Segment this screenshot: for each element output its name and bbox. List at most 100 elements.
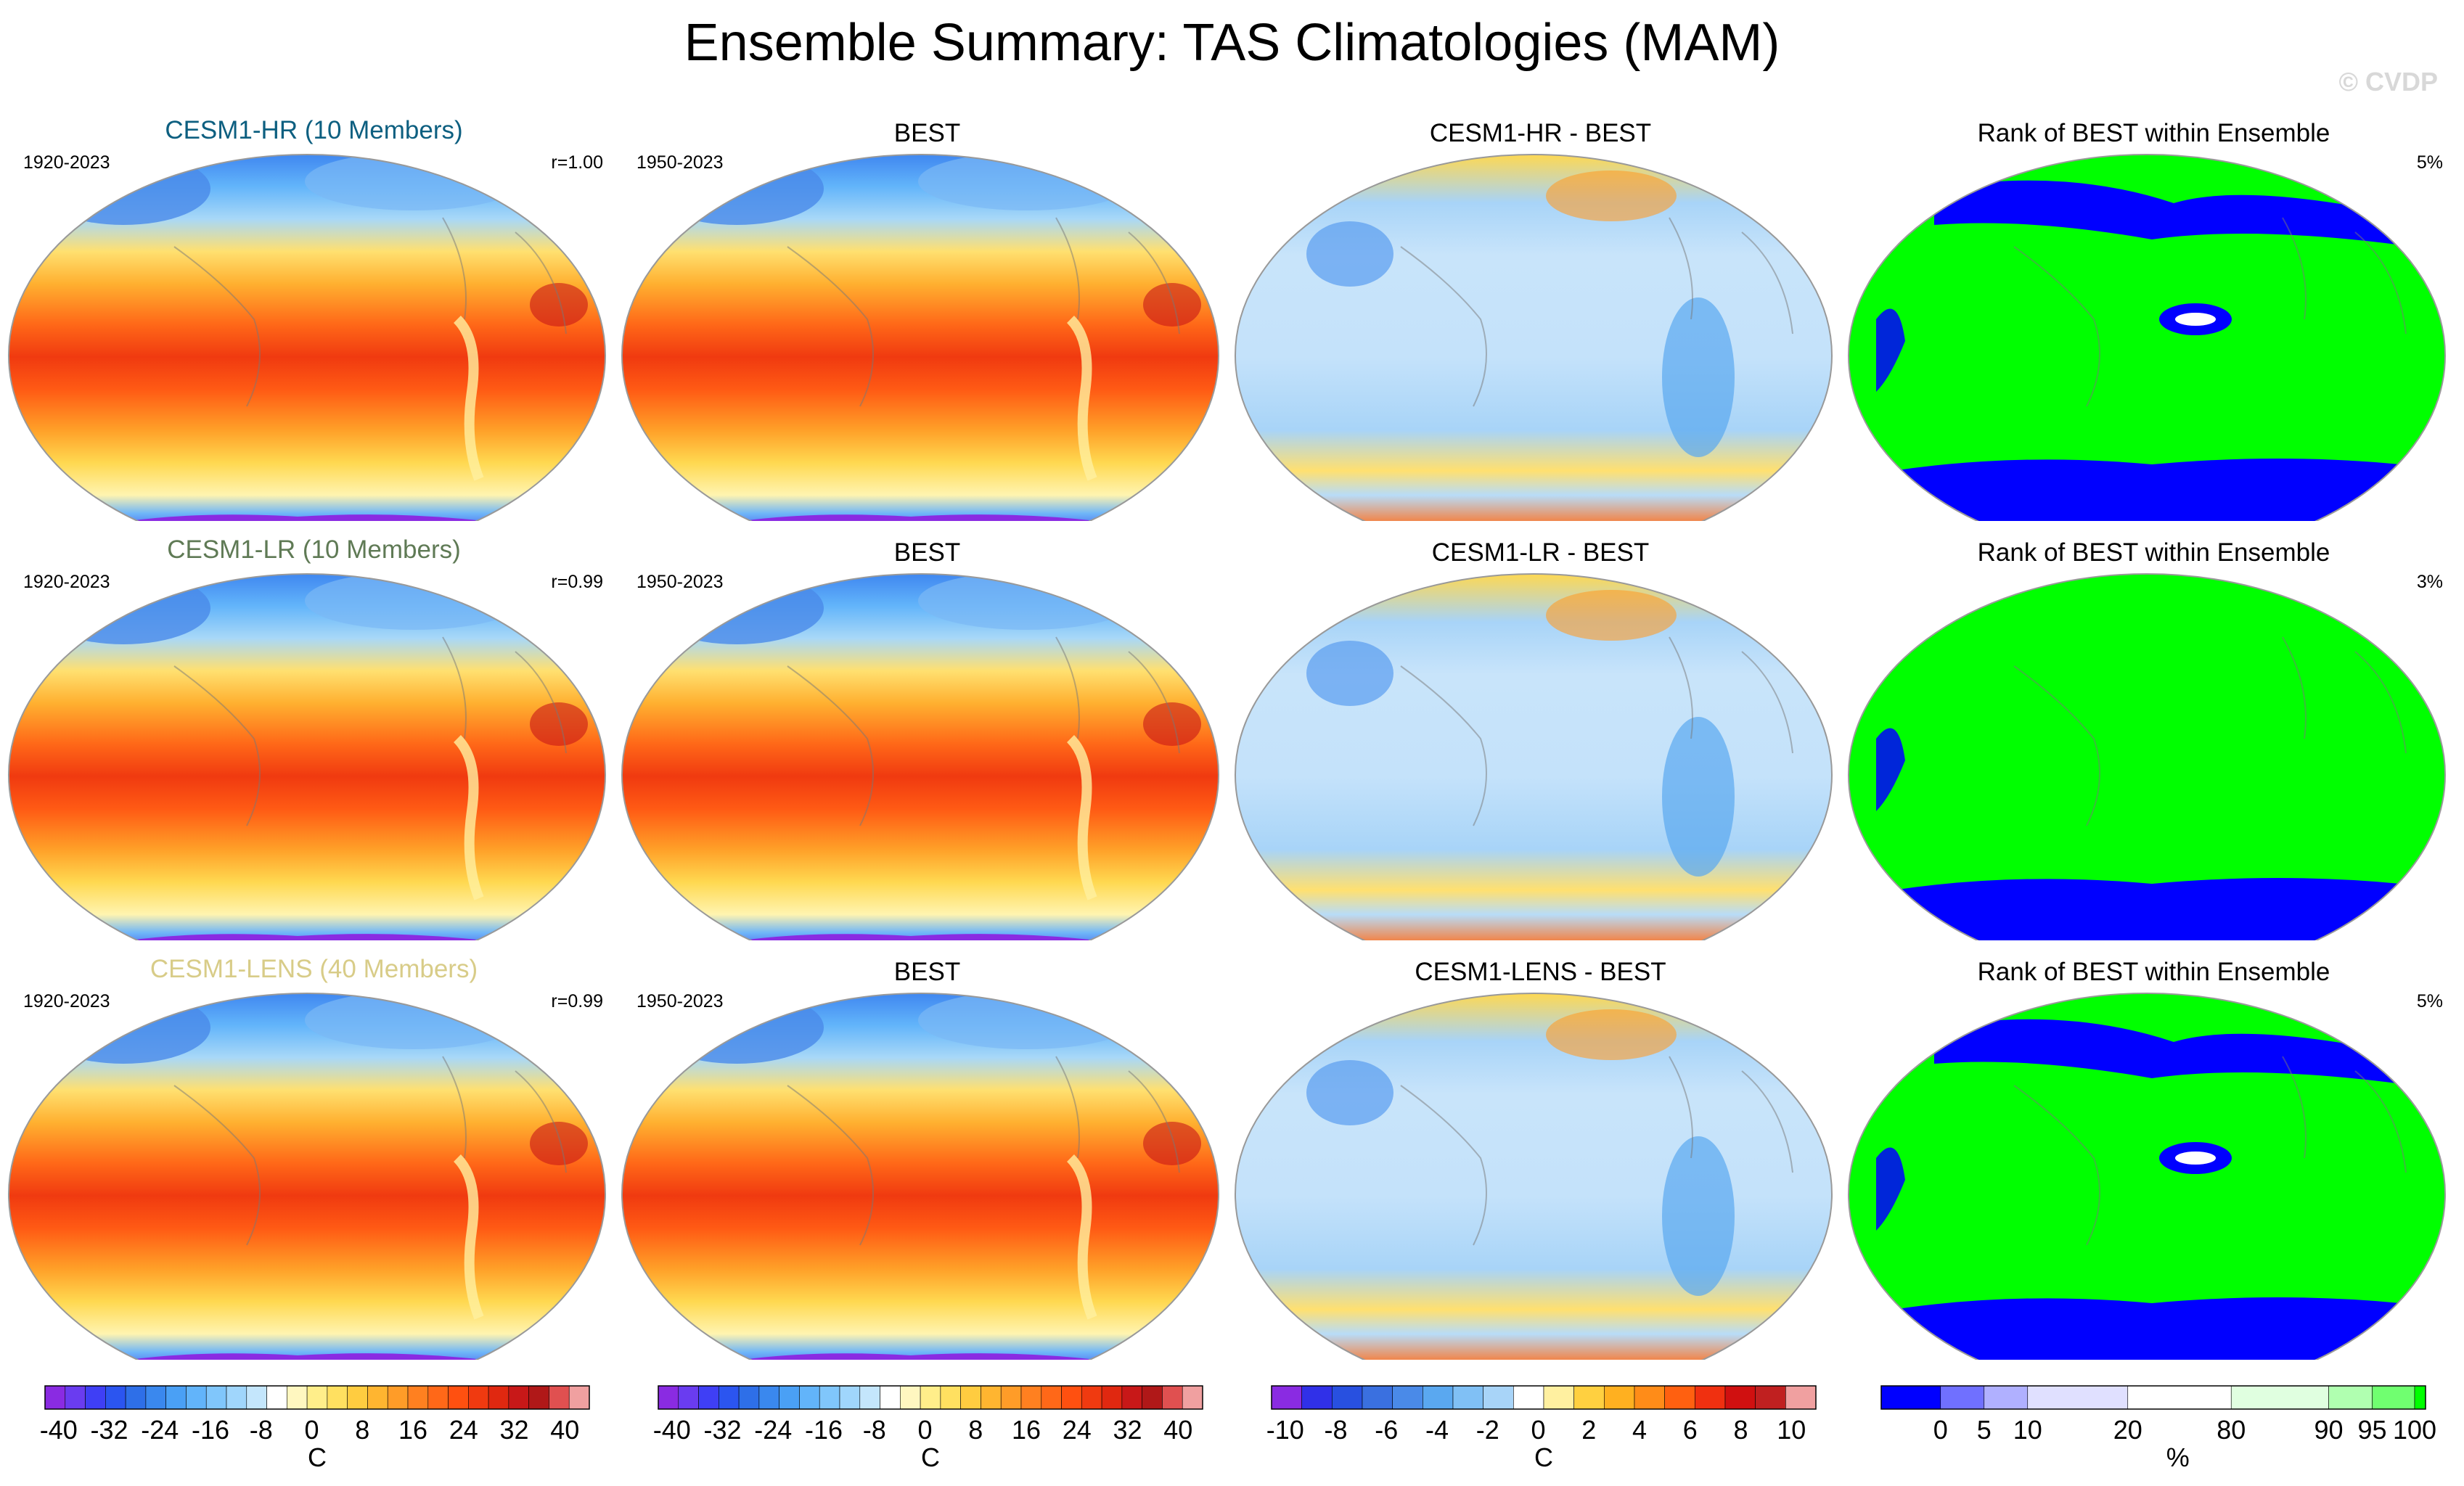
colorbar-tick-label: 80 [2217,1415,2246,1445]
obs-panel: BEST 1950-2023 [621,940,1234,1360]
diff-map [1235,573,1833,940]
colorbar-swatch [1101,1385,1123,1410]
model-panel: CESM1-LR (10 Members) 1920-2023 r=0.99 [7,521,621,940]
rank-percent-label: 5% [2416,991,2443,1011]
colorbar-swatch [1513,1385,1544,1410]
colorbar-swatch [678,1385,699,1410]
colorbar-tick-label: 90 [2314,1415,2344,1445]
rank-map [1848,993,2446,1360]
colorbar-swatch [347,1385,368,1410]
rank-percent-label: 5% [2416,152,2443,173]
obs-panel: BEST 1950-2023 [621,102,1234,521]
colorbar-tick-label: 32 [499,1415,529,1445]
colorbar-swatch [427,1385,449,1410]
diff-panel: CESM1-LENS - BEST [1234,940,1847,1360]
colorbar-tick-label: 0 [304,1415,319,1445]
rank-panel: Rank of BEST within Ensemble 3% [1847,521,2460,940]
diff-panel-title: CESM1-LR - BEST [1431,538,1650,567]
colorbar-unit-label: C [1534,1442,1553,1472]
colorbar-swatch [920,1385,941,1410]
coastline [173,1056,567,1246]
diff-panel-title: CESM1-LENS - BEST [1415,958,1666,986]
colorbar-swatch [1755,1385,1786,1410]
diff-map [1235,993,1833,1360]
colorbar-swatch [1000,1385,1022,1410]
colorbar-tick-label: -8 [862,1415,886,1445]
colorbar-swatch [1020,1385,1042,1410]
model-panel: CESM1-LENS (40 Members) 1920-2023 r=0.99 [7,940,621,1360]
colorbar-tick-label: 8 [968,1415,983,1445]
colorbar-tick-label: 2 [1581,1415,1597,1445]
coastline [787,636,1180,826]
colorbar-unit-label: C [308,1442,327,1472]
rank-panel-title: Rank of BEST within Ensemble [1977,119,2330,147]
colorbar-swatch [1880,1385,1941,1410]
colorbar-swatch [327,1385,348,1410]
colorbar-swatch [1332,1385,1363,1410]
colorbar-swatches [1880,1385,2426,1410]
colorbar-swatch [1121,1385,1142,1410]
colorbar: -40 -32 -24 -16 -8 0 8 16 24 32 40 C [40,1384,631,1486]
colorbar-swatch [738,1385,760,1410]
colorbar-swatch [125,1385,147,1410]
coastline [173,636,567,826]
colorbar-swatch [1392,1385,1423,1410]
colorbar-tick-label: -24 [754,1415,793,1445]
diff-panel: CESM1-LR - BEST [1234,521,1847,940]
colorbar-swatches [658,1385,1203,1410]
colorbar-swatch [1543,1385,1574,1410]
colorbar-swatch [1724,1385,1756,1410]
rank-map [1848,154,2446,521]
colorbar-swatches [44,1385,590,1410]
colorbar-tick-label: -16 [804,1415,843,1445]
colorbar-swatch [145,1385,166,1410]
colorbar-swatch [1695,1385,1726,1410]
colorbar-tick-label: 32 [1113,1415,1142,1445]
colorbar-swatch [2027,1385,2129,1410]
colorbar-swatch [900,1385,921,1410]
period-label: 1950-2023 [637,572,724,592]
colorbar-swatch [2328,1385,2373,1410]
colorbar-swatch [1081,1385,1102,1410]
colorbar-tick-label: 40 [1163,1415,1193,1445]
colorbar-swatch [266,1385,287,1410]
period-label: 1950-2023 [637,991,724,1011]
rank-panel-title: Rank of BEST within Ensemble [1977,538,2330,567]
colorbar-swatch [246,1385,267,1410]
coastline [2013,636,2407,826]
obs-panel-title: BEST [893,958,961,986]
colorbar-tick-label: -40 [39,1415,78,1445]
colorbar-tick-label: 0 [1933,1415,1948,1445]
colorbar-tick-label: 10 [1777,1415,1806,1445]
colorbar-swatch [1142,1385,1163,1410]
colorbar-tick-label: 16 [398,1415,428,1445]
colorbar-tick-label: 95 [2357,1415,2387,1445]
colorbar-swatch [1940,1385,1985,1410]
colorbar-swatch [2127,1385,2232,1410]
colorbar-swatch [698,1385,719,1410]
coastline [787,217,1180,407]
colorbar-tick-label: 0 [1531,1415,1546,1445]
colorbar-swatch [1362,1385,1393,1410]
colorbar-swatch [1483,1385,1514,1410]
colorbar-swatch [85,1385,106,1410]
colorbar-swatch [186,1385,207,1410]
correlation-label: r=0.99 [551,991,603,1011]
colorbar-tick-label: -8 [1324,1415,1348,1445]
model-panel: CESM1-HR (10 Members) 1920-2023 r=1.00 [7,102,621,521]
coastline [1400,636,1793,826]
colorbar-tick-label: 16 [1011,1415,1041,1445]
colorbar-swatch [1604,1385,1635,1410]
colorbar-tick-label: 10 [2013,1415,2042,1445]
colorbar-swatch [859,1385,880,1410]
colorbar-tick-label: -4 [1425,1415,1449,1445]
colorbar-swatch [1664,1385,1695,1410]
obs-panel-title: BEST [893,119,961,147]
colorbar-swatch [105,1385,126,1410]
colorbar-swatch [44,1385,66,1410]
colorbar-swatch [65,1385,86,1410]
colorbar-swatch [226,1385,247,1410]
colorbar-tick-label: 5 [1976,1415,1992,1445]
model-map [8,154,606,521]
colorbar-tick-label: -6 [1375,1415,1399,1445]
